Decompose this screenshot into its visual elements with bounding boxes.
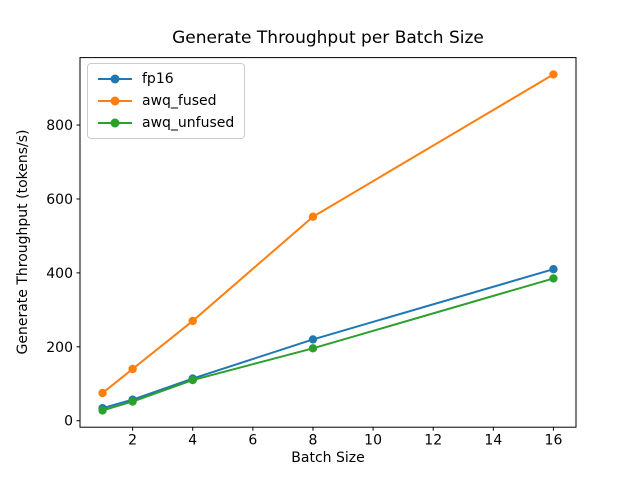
- data-point-awq_unfused: [188, 375, 197, 385]
- legend-line-sample: [98, 74, 132, 84]
- data-point-awq_fused: [308, 212, 318, 221]
- legend-item-awq-fused: awq_fused: [98, 90, 234, 112]
- legend-marker-icon: [110, 74, 120, 84]
- y-tick-label: 200: [46, 340, 73, 356]
- y-tick-label: 0: [64, 414, 73, 430]
- x-tick-label: 10: [364, 433, 382, 449]
- x-tick-label: 14: [484, 433, 502, 449]
- x-tick-label: 16: [545, 433, 563, 449]
- legend-line-sample: [98, 118, 132, 128]
- x-tick-label: 12: [424, 433, 442, 449]
- chart-title: Generate Throughput per Batch Size: [172, 28, 484, 48]
- x-axis-label: Batch Size: [291, 450, 365, 466]
- legend-item-awq-unfused: awq_unfused: [98, 112, 234, 134]
- data-point-fp16: [549, 264, 558, 274]
- data-point-fp16: [308, 335, 318, 344]
- legend-label: fp16: [142, 71, 174, 87]
- legend-marker-icon: [110, 96, 120, 106]
- x-tick-label: 2: [128, 433, 137, 449]
- data-point-awq_unfused: [128, 397, 137, 406]
- legend: fp16 awq_fused awq_unfused: [87, 63, 246, 139]
- legend-marker-icon: [110, 118, 120, 128]
- data-point-awq_fused: [549, 70, 558, 79]
- y-tick-label: 400: [46, 266, 73, 282]
- data-point-awq_fused: [98, 388, 107, 398]
- x-tick-label: 6: [248, 433, 257, 449]
- x-tick-label: 8: [309, 433, 318, 449]
- x-tick-label: 4: [188, 433, 197, 449]
- legend-label: awq_fused: [142, 93, 217, 109]
- data-point-awq_unfused: [308, 344, 318, 353]
- y-tick-label: 600: [46, 192, 73, 208]
- data-point-awq_unfused: [549, 274, 558, 283]
- legend-line-sample: [98, 96, 132, 106]
- plot-frame: [79, 57, 577, 428]
- legend-label: awq_unfused: [142, 115, 235, 131]
- series-line-awq_unfused: [102, 277, 554, 412]
- legend-item-fp16: fp16: [98, 68, 234, 90]
- data-point-awq_unfused: [98, 406, 107, 415]
- y-tick-label: 800: [46, 118, 73, 134]
- data-point-awq_fused: [128, 364, 137, 374]
- data-point-awq_fused: [188, 316, 197, 326]
